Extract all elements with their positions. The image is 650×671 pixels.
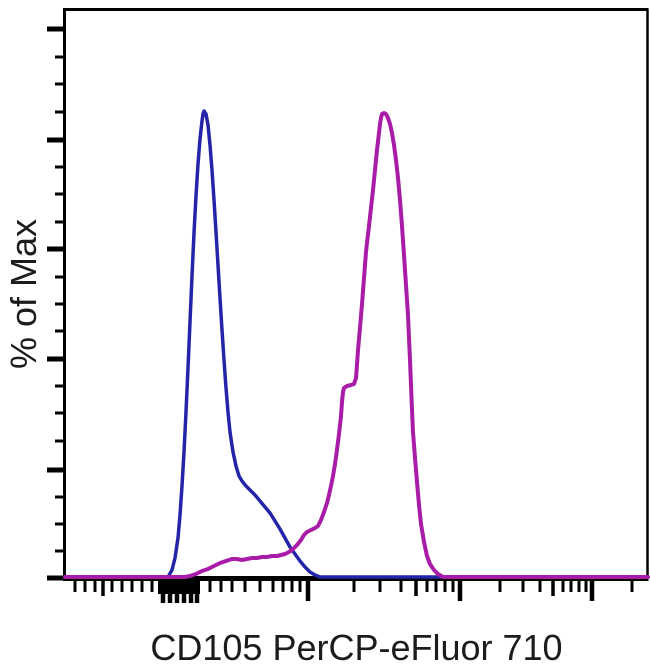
- histogram-curves: [63, 109, 650, 579]
- y-axis-title: % of Max: [3, 218, 44, 370]
- y-axis-title-wrap: % of Max: [0, 9, 48, 579]
- cd105-stained-histogram: [63, 111, 650, 579]
- axis-ticks: [47, 26, 634, 603]
- x-axis-title: CD105 PerCP-eFluor 710: [150, 627, 563, 668]
- plot-frame: [63, 8, 649, 581]
- negative-control-histogram: [63, 109, 650, 579]
